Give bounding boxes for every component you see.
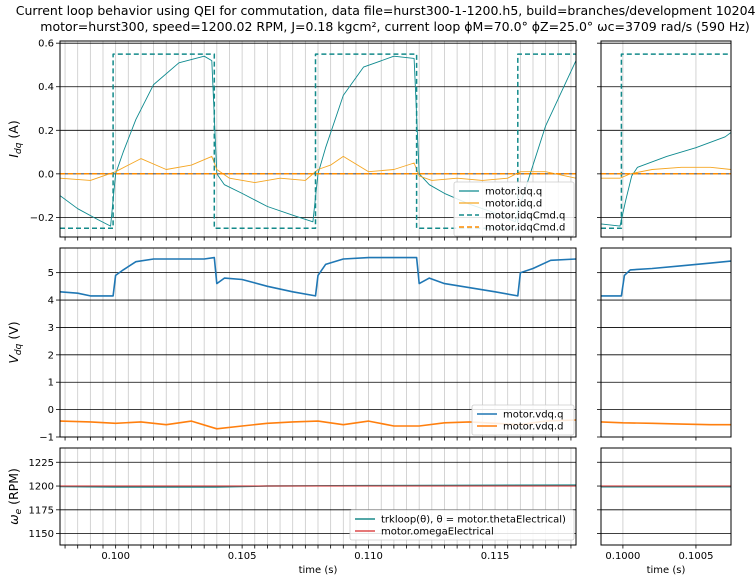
legend-box: [453, 181, 575, 237]
speed-panel: 1150 1175 1200 1225 0.100 0.105 0.110 0.115 time…: [6, 447, 577, 576]
y-tick-label: 4: [48, 296, 54, 307]
x-tick-label: 0.115: [481, 551, 510, 562]
y-tick-label: 3: [48, 323, 54, 334]
y-tick-label: 0.6: [38, 39, 54, 50]
x-tick-label: 0.105: [228, 551, 257, 562]
series-group: [60, 484, 576, 488]
y-tick-label: 0: [48, 405, 54, 416]
series-line-motor-idqcmd-q: [601, 53, 731, 230]
y-tick-label: 1200: [29, 482, 54, 493]
legend-label-motor-vdq-q: motor.vdq.q: [503, 410, 563, 421]
y-tick-label: 1175: [29, 505, 54, 516]
legend-label-trkloop-motor-thetaelectrical: trkloop(θ), θ = motor.thetaElectrical): [381, 515, 566, 526]
x-axis-label: time (s): [647, 565, 686, 576]
series-line-motor-idq-q: [601, 132, 731, 227]
speed-zoom-panel: 0.1000 0.1005 time (s): [597, 447, 732, 576]
axes-frame: [600, 40, 732, 238]
y-tick-label: 1: [48, 378, 54, 389]
y-tick-label: −0.2: [30, 213, 54, 224]
x-tick-label: 0.110: [354, 551, 383, 562]
y-tick-label: 1225: [29, 458, 54, 469]
y-tick-label: −1: [39, 433, 54, 444]
y-tick-label: 2: [48, 350, 54, 361]
y-tick-label: 0.2: [38, 126, 54, 137]
figure-title-line2: motor=hurst300, speed=1200.02 RPM, J=0.1…: [40, 19, 749, 34]
legend-box: [349, 509, 575, 541]
y-axis-label: Vdq (V): [6, 321, 24, 363]
y-axis-label: ωe (RPM): [6, 468, 24, 525]
y-tick-label: 1150: [29, 529, 54, 540]
legend-label-motor-omegaelectrical: motor.omegaElectrical: [381, 527, 494, 538]
axes-frame: [600, 247, 732, 438]
series-line-motor-vdq-q: [60, 256, 576, 297]
axes-frame: [600, 447, 732, 546]
x-tick-label: 0.1000: [605, 551, 640, 562]
series-group: [601, 260, 731, 426]
series-line-motor-vdq-d: [601, 421, 731, 426]
x-tick-label: 0.100: [101, 551, 130, 562]
speed-legend: trkloop(θ), θ = motor.thetaElectrical)mo…: [349, 509, 575, 541]
legend-label-motor-vdq-d: motor.vdq.d: [503, 422, 563, 433]
figure-title-line1: Current loop behavior using QEI for comm…: [16, 3, 756, 18]
y-tick-label: 0.4: [38, 82, 54, 93]
legend-box: [471, 404, 575, 436]
series-line-motor-idq-d: [60, 155, 576, 184]
legend-label-motor-idqcmd-d: motor.idqCmd.d: [485, 223, 565, 234]
voltage-zoom-panel: [597, 247, 732, 441]
y-tick-label: 5: [48, 268, 54, 279]
current-zoom-panel: [597, 40, 732, 241]
legend-label-motor-idq-d: motor.idq.d: [485, 199, 542, 210]
current-legend: motor.idq.qmotor.idq.dmotor.idqCmd.qmoto…: [453, 181, 575, 237]
x-tick-label: 0.1005: [678, 551, 713, 562]
legend-label-motor-idqcmd-q: motor.idqCmd.q: [485, 211, 565, 222]
y-tick-label: 0.0: [38, 169, 54, 180]
series-group: [601, 485, 731, 488]
legend-label-motor-idq-q: motor.idq.q: [485, 187, 542, 198]
x-axis-label: time (s): [299, 565, 338, 576]
series-line-motor-idq-d: [601, 166, 731, 179]
series-line-motor-vdq-q: [601, 260, 731, 297]
series-group: [601, 53, 731, 230]
y-axis-label: Idq (A): [6, 120, 24, 157]
series-line-motor-idqcmd-q: [60, 53, 576, 230]
